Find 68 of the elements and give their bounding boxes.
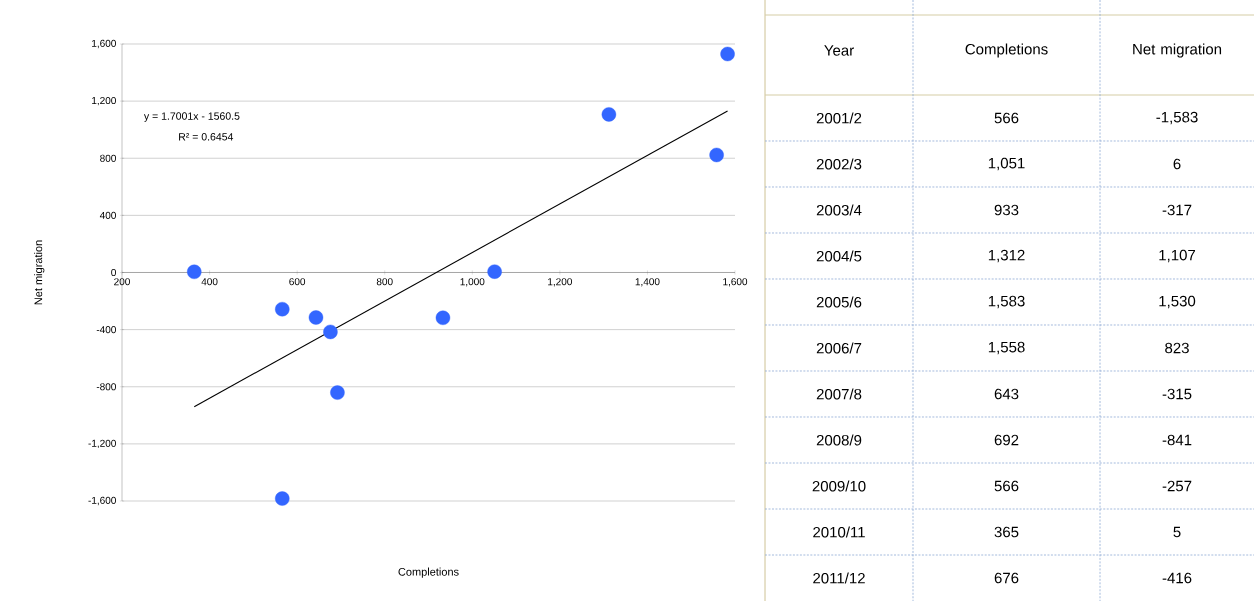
text: 2008/9 [816, 434, 862, 446]
y-axis-title: Net migration [34, 240, 45, 305]
text: -257 [1162, 480, 1192, 492]
text: 1,558 [988, 341, 1025, 355]
text: 2011/12 [813, 572, 865, 584]
text: 643 [994, 388, 1019, 400]
y-tick-label: 800 [100, 154, 116, 162]
text: 823 [1165, 342, 1189, 354]
text: Completions [965, 43, 1048, 58]
x-axis-title: Completions [398, 567, 459, 578]
annotation: y = 1.7001x - 1560.5 [143, 112, 240, 122]
text: 1,583 [988, 295, 1025, 309]
text: -1,583 [1156, 111, 1198, 125]
x-tick-label: 1,600 [723, 278, 748, 287]
point [323, 324, 338, 340]
text: 933 [994, 204, 1019, 216]
text: 2006/7 [816, 342, 862, 354]
text: 2002/3 [816, 158, 862, 170]
x-tick-label: 1,400 [635, 278, 660, 287]
text: 6 [1173, 158, 1181, 170]
point [187, 264, 202, 279]
text: 2005/6 [816, 296, 862, 308]
text: 2001/2 [816, 112, 862, 124]
x-tick-label: 200 [114, 278, 130, 286]
text: 2004/5 [816, 250, 862, 262]
annotation: R² = 0.6454 [179, 133, 234, 141]
point [709, 147, 724, 163]
point [435, 310, 451, 325]
point [275, 491, 290, 506]
point [308, 310, 324, 325]
point [487, 264, 502, 279]
y-tick-label: -1,200 [88, 439, 116, 449]
x-tick-label: 800 [376, 278, 393, 286]
point [330, 385, 345, 400]
x-tick-label: 1,200 [548, 278, 572, 287]
x-tick-label: 600 [289, 278, 306, 286]
y-tick-label: -800 [96, 383, 116, 391]
text: 1,530 [1159, 295, 1196, 309]
y-tick-label: 0 [111, 268, 116, 277]
text: 566 [994, 480, 1019, 492]
text: 2009/10 [812, 480, 866, 492]
text: 676 [994, 572, 1019, 584]
text: Year [824, 45, 854, 56]
text: Net migration [1133, 43, 1222, 58]
text: -315 [1162, 388, 1192, 400]
y-tick-label: 400 [99, 211, 116, 219]
text: 5 [1173, 526, 1181, 538]
text: -841 [1162, 434, 1192, 446]
y-tick-label: 1,600 [92, 39, 116, 49]
text: -317 [1162, 204, 1192, 216]
text: 2007/8 [816, 388, 862, 400]
x-tick-label: 1,000 [460, 278, 485, 287]
text: 566 [994, 112, 1019, 124]
x-tick-label: 400 [201, 278, 218, 286]
text: 2010/11 [813, 526, 865, 538]
point [275, 302, 290, 317]
text: 1,051 [988, 157, 1025, 171]
text: 2003/4 [816, 204, 862, 216]
text: 1,312 [988, 249, 1025, 263]
point [720, 46, 735, 62]
y-tick-label: 1,200 [92, 96, 116, 106]
point [601, 107, 617, 122]
y-tick-label: -400 [96, 326, 116, 334]
y-tick-label: -1,600 [88, 496, 116, 506]
text: 692 [994, 434, 1019, 446]
text: 1,107 [1159, 249, 1196, 263]
text: 365 [994, 526, 1019, 538]
text: -416 [1162, 572, 1192, 584]
